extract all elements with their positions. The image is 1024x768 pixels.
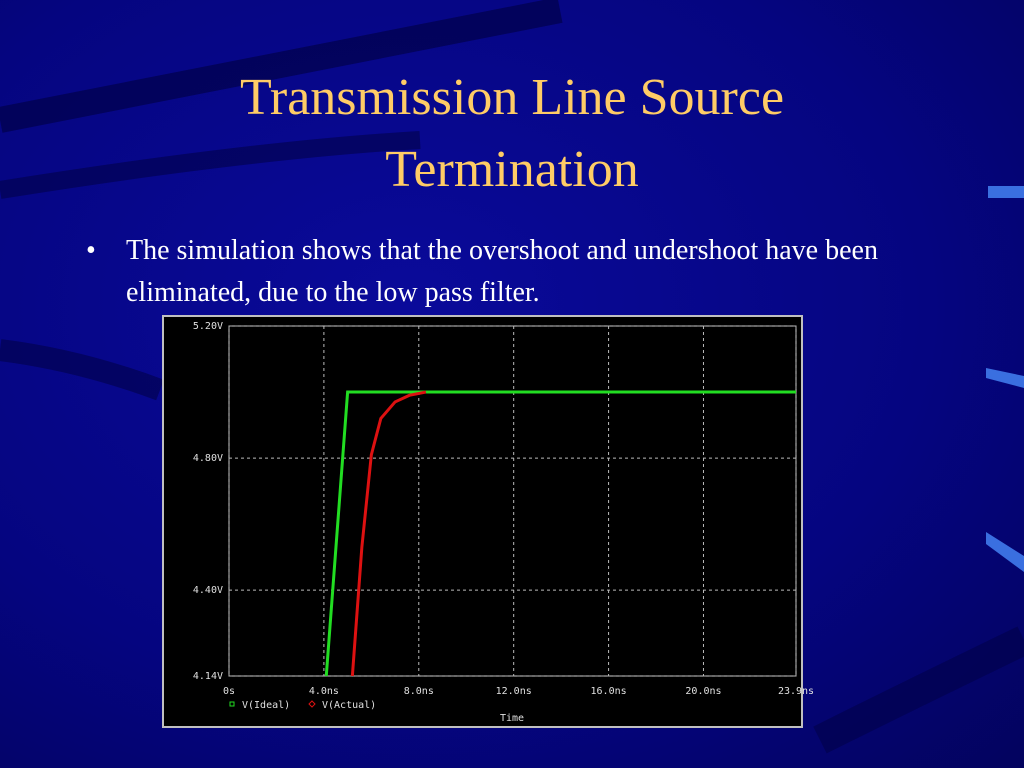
x-tick-label: 20.0ns [685,686,721,697]
x-tick-label: 16.0ns [591,686,627,697]
x-tick-label: 4.0ns [309,686,339,697]
bullet-text: The simulation shows that the overshoot … [126,235,878,308]
y-tick-label: 4.14V [193,671,223,682]
chart-image [162,315,803,728]
bullet: • The simulation shows that the overshoot… [86,230,916,314]
x-tick-label: 0s [223,686,235,697]
y-tick-label: 4.40V [193,585,223,596]
series-line [350,390,427,677]
y-tick-label: 5.20V [193,321,223,332]
x-tick-label: 12.0ns [496,686,532,697]
legend-label: V(Ideal) [242,700,290,711]
slide-title: Transmission Line Source Termination [239,69,785,198]
legend-marker [229,701,235,707]
legend-marker [308,700,316,708]
x-tick-label: 8.0ns [404,686,434,697]
legend-label: V(Actual) [322,700,376,711]
plot-frame [228,325,797,677]
x-axis-label: Time [500,713,524,724]
series-line [324,390,796,677]
y-tick-label: 4.80V [193,453,223,464]
x-tick-label: 23.9ns [778,686,814,697]
